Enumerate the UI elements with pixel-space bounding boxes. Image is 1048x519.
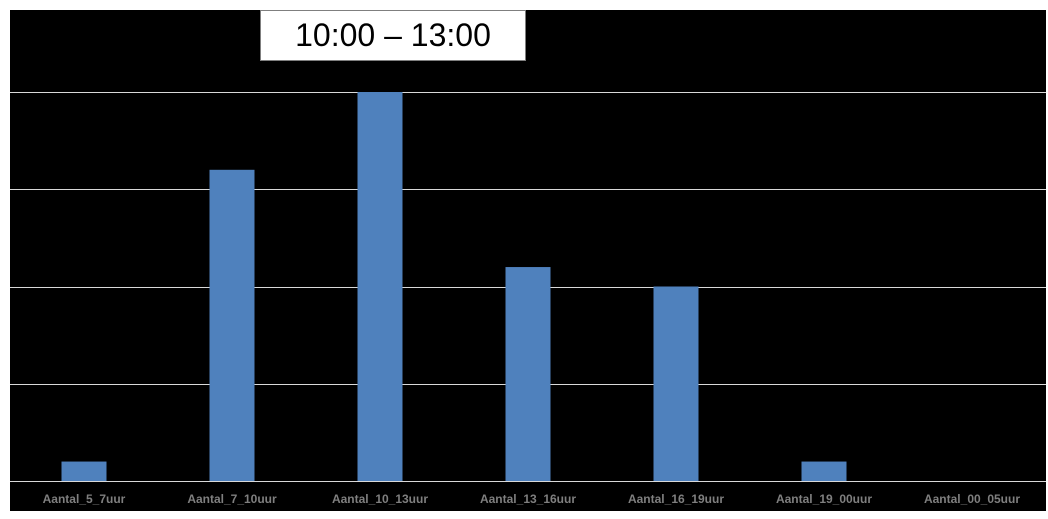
category-labels: Aantal_5_7uur Aantal_7_10uur Aantal_10_13u… <box>43 492 1021 506</box>
category-label-Aantal_19_00uur: Aantal_19_00uur <box>776 492 872 506</box>
category-label-Aantal_00_05uur: Aantal_00_05uur <box>924 492 1020 506</box>
bar-Aantal_13_16uur <box>505 267 551 481</box>
bar-Aantal_7_10uur <box>209 169 255 482</box>
bar-chart: Aantal_5_7uur Aantal_7_10uur Aantal_10_13u… <box>10 92 1046 506</box>
bars <box>61 92 847 482</box>
chart-area: Aantal_5_7uur Aantal_7_10uur Aantal_10_13u… <box>10 10 1046 511</box>
category-label-Aantal_5_7uur: Aantal_5_7uur <box>43 492 126 506</box>
bar-Aantal_5_7uur <box>61 461 107 481</box>
category-label-Aantal_13_16uur: Aantal_13_16uur <box>480 492 576 506</box>
bar-Aantal_10_13uur <box>357 92 403 481</box>
category-label-Aantal_10_13uur: Aantal_10_13uur <box>332 492 428 506</box>
bar-Aantal_19_00uur <box>801 461 847 481</box>
bar-Aantal_16_19uur <box>653 286 699 481</box>
category-label-Aantal_16_19uur: Aantal_16_19uur <box>628 492 724 506</box>
time-range-callout-text: 10:00 – 13:00 <box>295 17 491 53</box>
category-label-Aantal_7_10uur: Aantal_7_10uur <box>187 492 277 506</box>
time-range-callout: 10:00 – 13:00 <box>260 10 526 61</box>
